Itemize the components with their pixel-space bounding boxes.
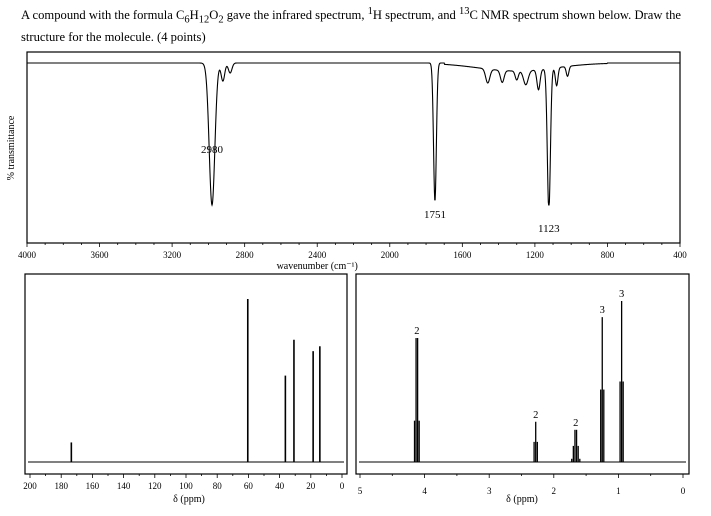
c13-x-tick-label: 160 [86,481,100,491]
ir-x-tick-label: 3600 [91,250,110,260]
ir-plot-frame [26,51,681,244]
question-intro: A compound with the formula [21,8,176,23]
h1-x-tick-label: 0 [681,486,686,496]
h1-x-axis-label: δ (ppm) [506,494,538,505]
question-text: A compound with the formula C6H12O2 gave… [21,6,681,44]
c13-nmr-spectrum: 200 180 160 140 120 100 80 60 40 20 0δ (ppm) [23,273,348,505]
ir-trace [27,62,680,207]
h1-nmr-spectrum: 5 4 3 2 1 0 δ (ppm) 2 2 2 3 3 [355,273,690,505]
h1-plot-frame [355,273,690,475]
h1-integration-label: 2 [414,326,419,337]
ir-y-axis-label: % transmittance [6,115,17,180]
c13-x-tick-label: 100 [179,481,193,491]
c13-x-tick-label: 60 [244,481,254,491]
ir-peak-label: 1123 [538,223,560,235]
ir-x-axis-label: wavenumber (cm⁻¹) [277,261,358,272]
c13-x-tick-label: 200 [23,481,37,491]
ir-x-tick-label: 3200 [163,250,182,260]
h1-x-tick-label: 3 [487,486,492,496]
h1-integration-label: 3 [600,305,605,316]
ir-x-tick-label: 1600 [453,250,472,260]
c13-x-axis-label: δ (ppm) [173,494,205,505]
h1-x-tick-label: 1 [616,486,621,496]
ir-x-tick-label: 800 [601,250,615,260]
ir-x-tick-label: 4000 [18,250,37,260]
c13-x-tick-label: 120 [148,481,162,491]
h1-integration-label: 2 [533,410,538,421]
c13-x-tick-label: 140 [117,481,131,491]
h1-x-tick-label: 2 [552,486,557,496]
formula: C6H12O2 [175,8,224,26]
ir-peak-label: 1751 [424,209,446,221]
c13-x-tick-label: 20 [306,481,316,491]
ir-x-tick-label: 400 [673,250,687,260]
c13-x-tick-label: 80 [213,481,223,491]
ir-x-tick-label: 1200 [526,250,545,260]
c13-x-tick-label: 180 [54,481,68,491]
c13-plot-frame [24,273,348,475]
h1-x-tick-label: 4 [422,486,427,496]
ir-spectrum: % transmittance wavenumber (cm⁻¹) 4000 3600… [6,51,687,272]
ir-x-tick-label: 2800 [236,250,255,260]
h1-integration-label: 2 [573,418,578,429]
ir-peak-label: 2980 [201,144,224,156]
c13-x-tick-label: 0 [340,481,345,491]
ir-x-tick-label: 2400 [308,250,327,260]
c13-x-tick-label: 40 [275,481,285,491]
h1-x-tick-label: 5 [358,486,363,496]
ir-x-tick-label: 2000 [381,250,400,260]
h1-integration-label: 3 [619,289,624,300]
